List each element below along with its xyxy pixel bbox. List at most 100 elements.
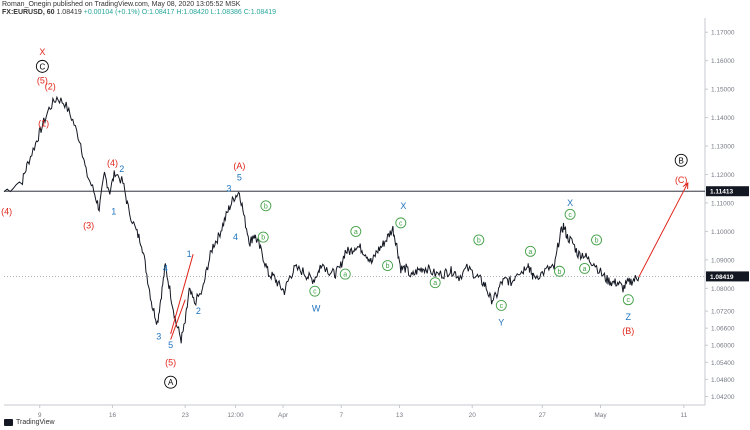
wave-label-circle	[495, 299, 507, 311]
y-tick-label: 1.09000	[711, 257, 735, 264]
x-tick-label: May	[594, 412, 607, 419]
price-series-line	[3, 95, 640, 344]
wave-label-text: 2	[196, 306, 201, 316]
wave-label: 2	[196, 306, 201, 316]
y-tick-label: 1.05400	[711, 360, 735, 367]
wave-label: c	[564, 208, 576, 220]
wave-label-circle	[35, 59, 49, 73]
wave-label: C	[35, 59, 49, 73]
tradingview-logo[interactable]: TradingView	[4, 419, 55, 426]
wave-label: (1)	[38, 118, 49, 128]
wave-label-text: 2	[119, 164, 124, 174]
wave-label: X	[567, 198, 573, 208]
wave-label: X	[39, 47, 45, 57]
wave-label-circle	[382, 260, 394, 272]
x-tick-label: 27	[539, 412, 547, 419]
x-tick-label: 11	[680, 412, 687, 419]
wave-label: a	[429, 277, 441, 289]
wave-label: b	[591, 234, 602, 246]
wave-label: 4	[163, 263, 168, 273]
wave-label-text: A	[168, 378, 174, 387]
wave-label: 4	[233, 232, 238, 242]
y-tick-label: 1.16000	[711, 58, 735, 65]
tradingview-mark-icon	[4, 419, 13, 426]
wave-label-text: c	[399, 220, 403, 227]
wave-label-text: (2)	[45, 81, 56, 91]
wave-label: 1	[111, 207, 116, 217]
y-tick-label: 1.08000	[711, 286, 735, 293]
wave-label-text: (4)	[107, 158, 118, 168]
wave-label: a	[524, 245, 536, 257]
x-tick-label: 16	[109, 412, 117, 419]
price-label-bg	[706, 186, 749, 197]
wave-label-text: 1	[187, 249, 192, 259]
wave-label: (C)	[675, 175, 688, 185]
y-tick-label: 1.12000	[711, 172, 735, 179]
x-tick-label: 23	[182, 412, 190, 419]
x-tick-label: 7	[339, 412, 343, 419]
wave-label-text: a	[354, 229, 358, 236]
wave-label: (4)	[107, 158, 118, 168]
wave-label-text: (5)	[37, 76, 48, 86]
wave-label-text: (1)	[38, 118, 49, 128]
wave-label-circle	[622, 294, 634, 306]
wave-label-circle	[591, 234, 602, 246]
wave-label-circle	[524, 245, 536, 257]
projection-arrow-head	[682, 182, 689, 190]
wave-label: c	[309, 285, 321, 297]
x-tick-label: Apr	[278, 412, 289, 419]
wave-label-text: 4	[233, 232, 238, 242]
wave-label-text: 5	[237, 172, 242, 182]
projection-arrow-line	[638, 182, 689, 278]
wave-label-circle	[257, 231, 269, 243]
wave-label-text: (A)	[233, 161, 245, 171]
wave-label-circle	[674, 153, 688, 167]
y-tick-label: 1.15000	[711, 87, 735, 94]
price-label-tag: 1.08419	[706, 271, 749, 282]
wave-label: a	[579, 262, 591, 274]
wave-label: c	[622, 294, 634, 306]
wave-label: Z	[626, 312, 632, 322]
wave-label: 2	[119, 164, 124, 174]
chart-author-line: Roman_Onegin published on TradingView.co…	[2, 1, 241, 8]
wave-label: 5	[168, 340, 173, 350]
price-label-text: 1.11413	[710, 189, 734, 196]
wave-label-text: (5)	[165, 357, 176, 367]
wave-label: b	[554, 265, 565, 277]
wave-label: c	[495, 299, 507, 311]
wave-label-circle	[339, 268, 351, 280]
wave-label-text: c	[568, 212, 572, 219]
wave-label: X	[400, 201, 406, 211]
wave-label-text: 4	[163, 263, 168, 273]
wedge-trendline	[170, 254, 194, 334]
price-change: +0.00104 (+0.1%)	[83, 9, 140, 16]
wave-label-text: a	[528, 249, 532, 256]
x-tick-label: 20	[469, 412, 477, 419]
wave-label-text: 1	[111, 207, 116, 217]
wave-label-text: a	[433, 280, 437, 287]
last-price: 1.08419	[56, 9, 82, 16]
wave-label: b	[260, 200, 272, 212]
y-tick-label: 1.13000	[711, 144, 735, 151]
wave-label-text: 5	[168, 340, 173, 350]
wave-label: 3	[226, 184, 231, 194]
wave-label-text: b	[264, 203, 268, 210]
wave-label: 5	[237, 172, 242, 182]
y-tick-label: 1.17000	[711, 30, 735, 37]
wave-label-text: C	[39, 62, 45, 71]
wave-label: (4)	[1, 207, 12, 217]
price-label-bg	[706, 271, 749, 282]
wave-label-circle	[309, 285, 321, 297]
wave-label-text: b	[558, 269, 562, 276]
y-tick-label: 1.07200	[711, 309, 735, 316]
wave-label-text: (3)	[83, 221, 94, 231]
wave-label: W	[312, 303, 321, 313]
wave-label-text: 3	[156, 332, 161, 342]
wave-label: (5)	[37, 76, 48, 86]
wave-label-text: (C)	[675, 175, 688, 185]
wave-label-circle	[350, 225, 362, 237]
wave-label: Y	[498, 317, 504, 327]
wave-label-circle	[579, 262, 591, 274]
wave-label: (A)	[233, 161, 245, 171]
